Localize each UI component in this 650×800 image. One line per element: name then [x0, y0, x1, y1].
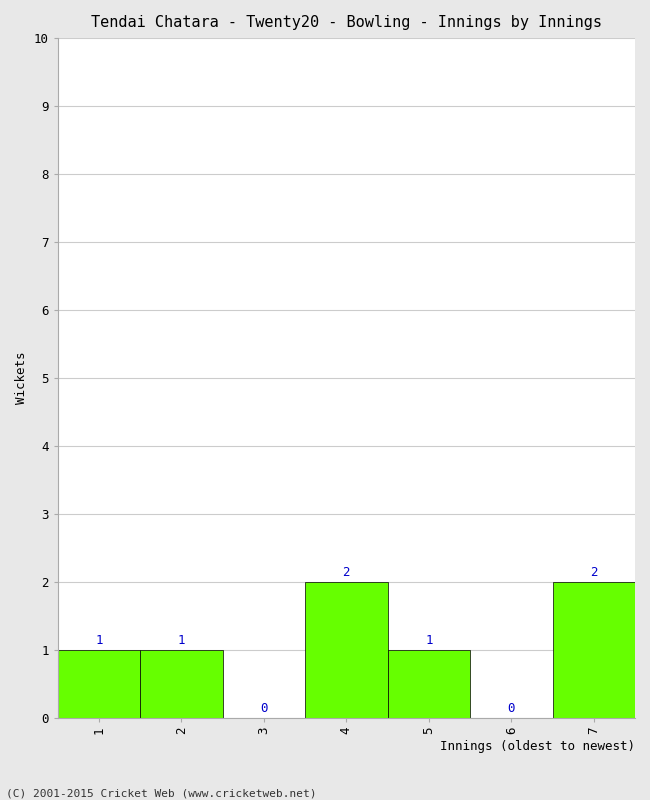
Bar: [552, 582, 635, 718]
Bar: [305, 582, 387, 718]
Bar: [387, 650, 470, 718]
Title: Tendai Chatara - Twenty20 - Bowling - Innings by Innings: Tendai Chatara - Twenty20 - Bowling - In…: [91, 15, 602, 30]
Bar: [58, 650, 140, 718]
Bar: [140, 650, 222, 718]
Text: 0: 0: [260, 702, 268, 714]
Text: 0: 0: [508, 702, 515, 714]
X-axis label: Innings (oldest to newest): Innings (oldest to newest): [440, 740, 635, 753]
Text: 2: 2: [343, 566, 350, 578]
Text: 1: 1: [425, 634, 432, 646]
Text: 2: 2: [590, 566, 597, 578]
Y-axis label: Wickets: Wickets: [15, 352, 28, 404]
Text: 1: 1: [95, 634, 103, 646]
Text: (C) 2001-2015 Cricket Web (www.cricketweb.net): (C) 2001-2015 Cricket Web (www.cricketwe…: [6, 788, 317, 798]
Text: 1: 1: [177, 634, 185, 646]
